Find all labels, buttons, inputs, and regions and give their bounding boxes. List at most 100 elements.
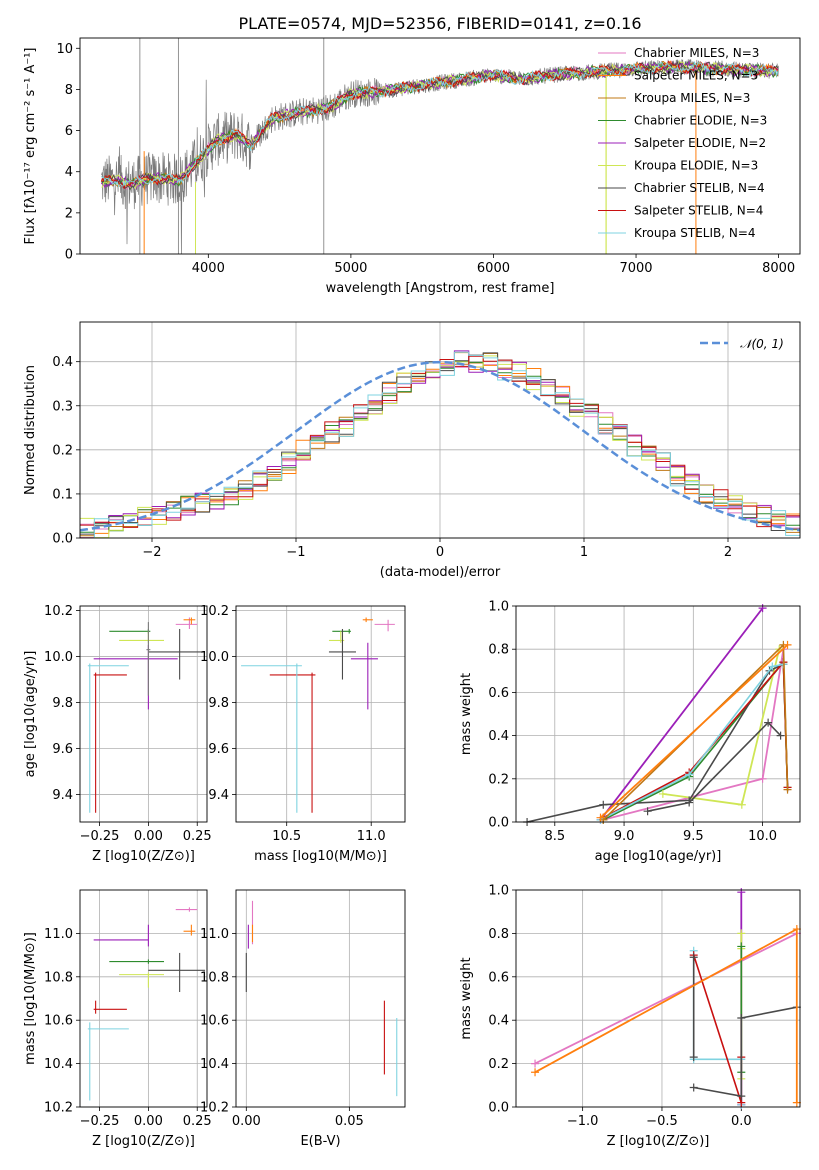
axes-frame	[235, 605, 406, 823]
x-axis-label: age [log10(age/yr)]	[595, 849, 722, 864]
x-tick-label: −2	[142, 545, 161, 560]
y-tick-label: 2	[65, 206, 73, 221]
y-tick-label: 0.0	[52, 532, 73, 547]
axes-frame	[79, 889, 208, 1108]
x-tick-label: −0.25	[80, 829, 120, 844]
y-tick-label: 11.0	[44, 927, 73, 942]
weight-line-0	[534, 932, 798, 1065]
legend-label: Chabrier MILES, N=3	[634, 46, 759, 60]
legend-label: Salpeter ELODIE, N=2	[634, 136, 766, 150]
y-tick-label: 9.8	[52, 696, 73, 711]
y-tick-label: 0.3	[52, 399, 73, 414]
normal-curve	[80, 360, 800, 532]
weight-marker	[658, 789, 667, 798]
y-tick-label: 10.8	[200, 970, 229, 985]
axes-frame	[235, 889, 406, 1108]
axes-spectrum: 4000 5000 6000 7000 8000 0 2 4 6 8 10 wavelength [A…	[23, 37, 801, 296]
weight-marker	[768, 662, 777, 671]
weight-line-9	[599, 644, 789, 819]
weight-marker	[689, 1053, 698, 1062]
weight-marker	[685, 798, 694, 807]
y-tick-label: 0.6	[488, 970, 509, 985]
axes-Z_vs_weight: −1.0 −0.5 0.0 0.0 0.2 0.4 0.6 0.8 1.0 Z [log10(Z/…	[459, 884, 801, 1149]
legend-label: Chabrier STELIB, N=4	[634, 181, 765, 195]
x-tick-label: −0.25	[80, 1114, 120, 1129]
y-axis-label: mass [log10(M/M⊙)]	[23, 932, 38, 1065]
y-tick-label: 8	[65, 83, 73, 98]
weight-marker	[689, 953, 698, 962]
weight-marker	[737, 800, 746, 809]
weight-marker	[758, 604, 767, 613]
model-line-5	[101, 59, 778, 190]
axes-age_vs_weight: 8.5 9.0 9.5 10.0 0.0 0.2 0.4 0.6 0.8 1.0 age [log1…	[459, 600, 801, 864]
x-tick-label: −1.0	[567, 1114, 599, 1129]
x-tick-label: 0.00	[134, 1114, 163, 1129]
weight-marker	[737, 1092, 746, 1101]
y-tick-label: 10.2	[44, 1101, 73, 1116]
model-line-8	[101, 60, 779, 188]
x-tick-label: 2	[724, 545, 732, 560]
x-tick-label: 8000	[762, 261, 795, 276]
weight-marker	[737, 1014, 746, 1023]
x-tick-label: 9.0	[614, 829, 635, 844]
y-axis-label: mass weight	[459, 673, 474, 755]
y-tick-label: 10.0	[44, 650, 73, 665]
model-line-7	[100, 60, 779, 190]
legend-label: Kroupa MILES, N=3	[634, 91, 750, 105]
y-tick-label: 0.8	[488, 927, 509, 942]
y-tick-label: 9.6	[52, 742, 73, 757]
x-tick-label: 10.0	[748, 829, 777, 844]
weight-marker	[531, 1059, 540, 1068]
legend-label: Kroupa STELIB, N=4	[634, 226, 756, 240]
y-tick-label: 0.2	[488, 772, 509, 787]
x-axis-label: wavelength [Angstrom, rest frame]	[326, 281, 555, 296]
y-tick-label: 0.4	[52, 355, 73, 370]
y-tick-label: 1.0	[488, 884, 509, 899]
axes-mass_vs_age: 10.5 11.0 9.4 9.6 9.8 10.0 10.2 mass [log10(M/M…	[200, 604, 406, 864]
axes-frame	[79, 321, 801, 539]
weight-marker	[737, 942, 746, 951]
axes-residual_hist: −2 −1 0 1 2 0.0 0.1 0.2 0.3 0.4 (data-model)/error…	[23, 321, 801, 580]
weight-marker	[792, 925, 801, 934]
x-tick-label: 0.25	[183, 1114, 212, 1129]
x-tick-label: 10.5	[272, 829, 301, 844]
x-tick-label: 11.0	[357, 829, 386, 844]
x-tick-label: 8.5	[544, 829, 565, 844]
x-tick-label: 1	[580, 545, 588, 560]
y-tick-label: 6	[65, 124, 73, 139]
y-axis-label: age [log10(age/yr)]	[23, 651, 38, 778]
weight-line-5	[647, 721, 782, 812]
figure-title: PLATE=0574, MJD=52356, FIBERID=0141, z=0…	[238, 14, 641, 33]
y-tick-label: 9.6	[208, 742, 229, 757]
weight-marker	[689, 1083, 698, 1092]
y-axis-label: Flux [fλ10⁻¹⁷ erg cm⁻² s⁻¹ A⁻¹]	[23, 48, 38, 245]
y-tick-label: 0.1	[52, 487, 73, 502]
weight-marker	[596, 813, 605, 822]
y-tick-label: 9.4	[52, 788, 73, 803]
y-tick-label: 10.2	[200, 604, 229, 619]
x-tick-label: 0.00	[134, 829, 163, 844]
axes-ebv_vs_mass: 0.00 0.05 10.2 10.4 10.6 10.8 11.0 E(B-V)	[200, 889, 406, 1149]
y-tick-label: 10.4	[200, 1057, 229, 1072]
x-tick-label: 0.0	[731, 1114, 752, 1129]
histogram-step-8	[80, 351, 800, 538]
y-tick-label: 0.0	[488, 816, 509, 831]
y-tick-label: 1.0	[488, 600, 509, 615]
x-tick-label: 0.25	[183, 829, 212, 844]
axes-frame	[79, 605, 208, 823]
legend-label: Salpeter MILES, N=3	[634, 69, 758, 83]
y-tick-label: 9.4	[208, 788, 229, 803]
weight-marker	[792, 1098, 801, 1107]
y-tick-label: 0.2	[52, 443, 73, 458]
weight-marker	[783, 785, 792, 794]
legend-label: Chabrier ELODIE, N=3	[634, 114, 767, 128]
y-tick-label: 11.0	[200, 927, 229, 942]
x-axis-label: E(B-V)	[300, 1134, 340, 1149]
y-tick-label: 10.8	[44, 970, 73, 985]
weight-marker	[776, 731, 785, 740]
x-tick-label: 7000	[619, 261, 652, 276]
x-tick-label: 0.05	[335, 1114, 364, 1129]
y-axis-label: Normed distribution	[23, 365, 38, 495]
model-line-6	[101, 60, 779, 191]
